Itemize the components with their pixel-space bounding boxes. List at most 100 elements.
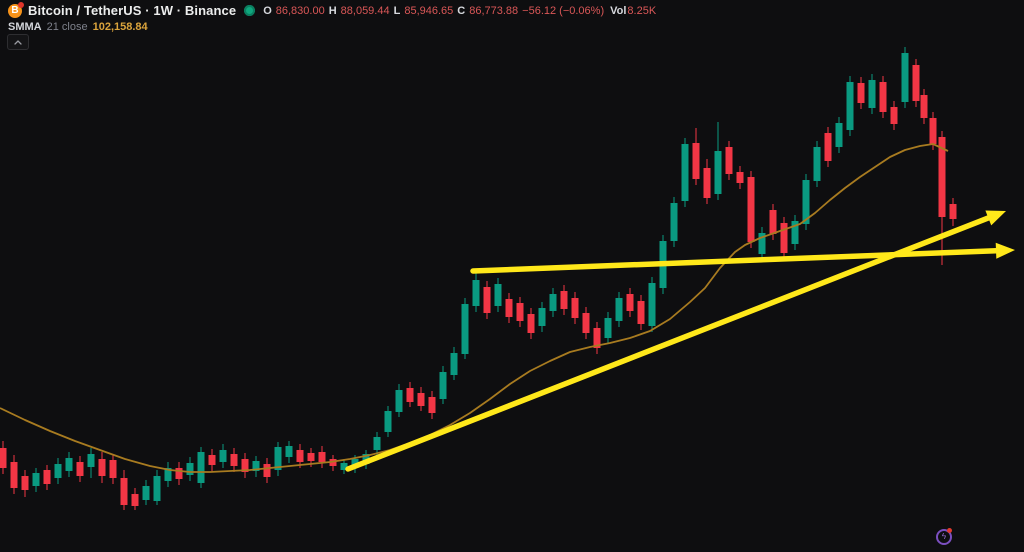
- candle-body: [571, 298, 579, 318]
- candle-body: [747, 177, 755, 242]
- candle-body: [637, 301, 645, 324]
- candle-body: [857, 83, 865, 103]
- candle-body: [10, 462, 18, 488]
- candle-body: [527, 314, 535, 333]
- candle-body: [274, 447, 282, 470]
- volume-value: 8.25K: [627, 4, 657, 17]
- candle-body: [54, 464, 62, 478]
- indicator-legend[interactable]: SMMA 21 close 102,158.84: [8, 21, 148, 33]
- candle-body: [43, 470, 51, 484]
- candle-body: [538, 308, 546, 326]
- candle-body: [98, 459, 106, 476]
- indicator-params: 21 close: [46, 21, 88, 33]
- candle-body: [208, 455, 216, 465]
- candle-body: [406, 388, 414, 402]
- close-value: 86,773.88: [469, 4, 519, 17]
- candle-body: [252, 461, 260, 471]
- floating-widget-icon[interactable]: ϟ: [936, 528, 952, 545]
- candle-body: [560, 291, 568, 309]
- close-label: C: [457, 4, 466, 17]
- candle-body: [428, 397, 436, 413]
- open-value: 86,830.00: [275, 4, 325, 17]
- legend-collapse-button[interactable]: [7, 34, 29, 50]
- low-value: 85,946.65: [404, 4, 454, 17]
- candle-body: [516, 303, 524, 321]
- candle-body: [329, 459, 337, 466]
- candle-body: [142, 486, 150, 500]
- widget-notification-dot: [947, 528, 952, 533]
- candle-body: [868, 80, 876, 108]
- candle-body: [483, 287, 491, 313]
- candle-body: [263, 464, 271, 477]
- symbol-title[interactable]: Bitcoin / TetherUS · 1W · Binance: [28, 3, 237, 18]
- ohlc-readout: O 86,830.00 H 88,059.44 L 85,946.65 C 86,773…: [263, 5, 604, 17]
- candle-body: [813, 147, 821, 181]
- candle-body: [450, 353, 458, 375]
- candle-body: [120, 478, 128, 505]
- candle-body: [417, 393, 425, 406]
- candle-body: [505, 299, 513, 317]
- candle-body: [439, 372, 447, 399]
- bitcoin-logo-icon: B: [8, 1, 24, 18]
- candle-body: [230, 454, 238, 466]
- candle-body: [549, 294, 557, 311]
- candle-body: [725, 147, 733, 174]
- candle-body: [692, 143, 700, 179]
- candle-body: [461, 304, 469, 354]
- flat-resistance-arrow[interactable]: [470, 242, 1015, 274]
- logo-notification-dot: [18, 1, 24, 8]
- candle-body: [285, 446, 293, 457]
- candle-body: [175, 468, 183, 479]
- symbol-row: B Bitcoin / TetherUS · 1W · Binance O 86,…: [8, 1, 656, 18]
- candle-body: [494, 284, 502, 306]
- candle-body: [780, 223, 788, 253]
- candle-body: [241, 459, 249, 472]
- candle-body: [604, 318, 612, 338]
- candle-body: [681, 144, 689, 201]
- candle-body: [109, 460, 117, 478]
- chevron-up-icon: [14, 39, 22, 45]
- high-label: H: [328, 4, 337, 17]
- low-label: L: [393, 4, 401, 17]
- candle-body: [373, 437, 381, 450]
- candle-body: [929, 118, 937, 144]
- market-status-icon[interactable]: [244, 5, 256, 16]
- candle-body: [736, 172, 744, 183]
- candle-body: [32, 473, 40, 486]
- candle-body: [949, 204, 957, 219]
- smma-line[interactable]: [0, 143, 949, 473]
- candle-body: [593, 328, 601, 348]
- candle-body: [615, 298, 623, 321]
- candle-body: [758, 233, 766, 254]
- candle-body: [920, 95, 928, 118]
- candle-body: [219, 450, 227, 462]
- candle-body: [879, 82, 887, 112]
- candle-body: [912, 65, 920, 101]
- rising-support-arrow[interactable]: [345, 210, 1006, 472]
- candle-body: [626, 294, 634, 311]
- candle-body: [21, 476, 29, 490]
- indicator-value: 102,158.84: [92, 21, 148, 33]
- candle-body: [835, 123, 843, 147]
- candle-body: [318, 452, 326, 462]
- high-value: 88,059.44: [340, 4, 390, 17]
- volume-label: Vol: [610, 4, 627, 17]
- candle-body: [472, 280, 480, 306]
- candle-body: [87, 454, 95, 467]
- candle-body: [901, 53, 909, 102]
- candle-body: [824, 133, 832, 161]
- candle-body: [582, 313, 590, 333]
- candle-body: [395, 390, 403, 412]
- open-label: O: [263, 4, 272, 17]
- candle-body: [0, 448, 7, 468]
- candle-body: [846, 82, 854, 130]
- candle-body: [340, 463, 348, 470]
- volume-readout: Vol 8.25K: [610, 5, 656, 17]
- change-value: −56.12 (−0.06%): [522, 4, 605, 17]
- widget-ring-icon: ϟ: [936, 529, 952, 545]
- candle-body: [791, 221, 799, 244]
- candle-body: [938, 137, 946, 217]
- candle-body: [307, 453, 315, 461]
